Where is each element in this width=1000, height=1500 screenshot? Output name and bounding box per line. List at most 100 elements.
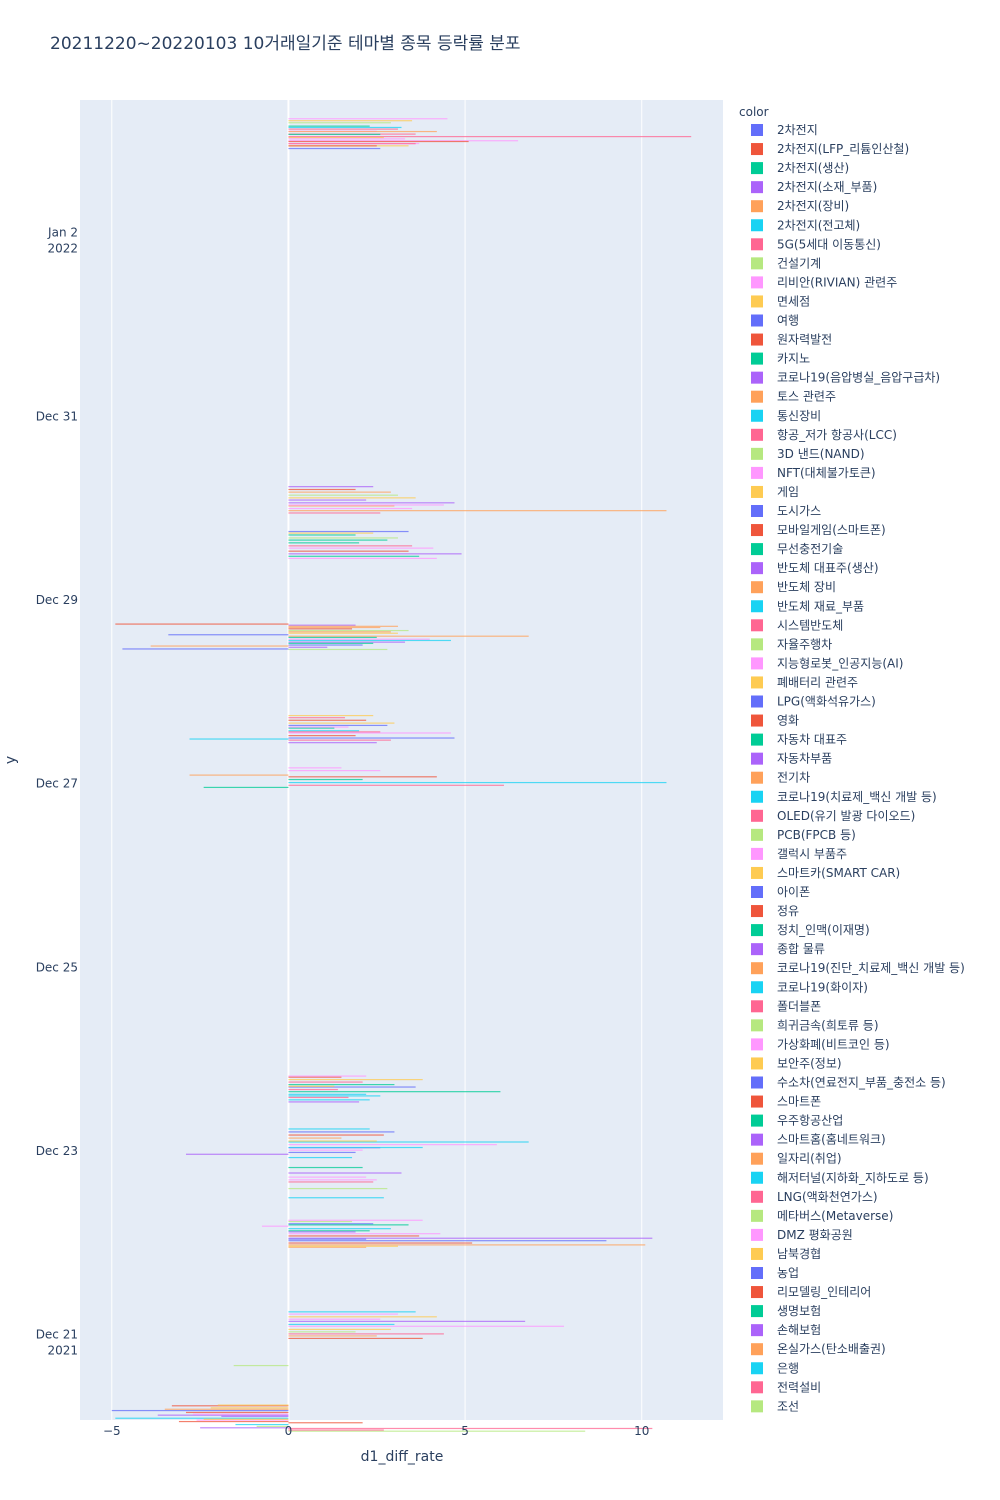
legend-item[interactable]: 가상화폐(비트코인 등) bbox=[751, 1037, 890, 1051]
legend-item[interactable]: 2차전지 bbox=[751, 123, 818, 137]
legend-item[interactable]: 영화 bbox=[751, 714, 799, 728]
legend-item[interactable]: 자율주행차 bbox=[751, 636, 832, 651]
legend-item[interactable]: 종합 물류 bbox=[751, 942, 825, 956]
legend-item[interactable]: 스마트카(SMART CAR) bbox=[751, 866, 900, 880]
legend-label: LPG(액화석유가스) bbox=[777, 695, 876, 709]
legend-item[interactable]: 무선충전기술 bbox=[751, 542, 843, 556]
legend-item[interactable]: 아이폰 bbox=[751, 885, 810, 899]
legend-item[interactable]: 자동차부품 bbox=[751, 752, 832, 766]
legend-swatch bbox=[751, 124, 763, 136]
legend-label: 무선충전기술 bbox=[777, 542, 843, 556]
bar bbox=[288, 1230, 370, 1232]
legend-item[interactable]: 리모델링_인테리어 bbox=[751, 1285, 871, 1299]
legend-swatch bbox=[751, 1381, 763, 1394]
legend-item[interactable]: 항공_저가 항공사(LCC) bbox=[751, 428, 897, 442]
legend-item[interactable]: 갤럭시 부품주 bbox=[751, 847, 847, 861]
legend-item[interactable]: DMZ 평화공원 bbox=[751, 1228, 853, 1242]
y-tick-label: Dec 25 bbox=[36, 960, 78, 974]
legend-item[interactable]: 시스템반도체 bbox=[751, 618, 843, 632]
legend-item[interactable]: PCB(FPCB 등) bbox=[751, 828, 856, 842]
legend[interactable]: 2차전지 2차전지(LFP_리튬인산철) 2차전지(생산) 2차전지(소재_부품) 2차… bbox=[751, 123, 965, 1413]
legend-item[interactable]: 폴더블폰 bbox=[751, 999, 821, 1013]
bar bbox=[288, 497, 416, 499]
bar bbox=[288, 1172, 402, 1174]
legend-swatch bbox=[751, 1305, 763, 1318]
legend-item[interactable]: 2차전지(생산) bbox=[751, 161, 849, 175]
legend-item[interactable]: 스마트홈(홈네트워크) bbox=[751, 1133, 886, 1147]
bar bbox=[111, 1409, 289, 1412]
bar bbox=[288, 1081, 363, 1083]
bars-layer bbox=[111, 118, 692, 1432]
legend-item[interactable]: 수소차(연료전지_부품_충전소 등) bbox=[751, 1076, 946, 1090]
legend-item[interactable]: 2차전지(LFP_리튬인산철) bbox=[751, 142, 909, 156]
legend-item[interactable]: 남북경협 bbox=[751, 1247, 821, 1261]
legend-item[interactable]: 손해보험 bbox=[751, 1323, 821, 1337]
bar bbox=[288, 147, 381, 150]
bar bbox=[221, 1415, 289, 1417]
legend-swatch bbox=[751, 485, 763, 498]
legend-item[interactable]: 코로나19(화이자) bbox=[751, 980, 868, 994]
bar bbox=[217, 1404, 289, 1406]
legend-item[interactable]: 면세점 bbox=[751, 294, 810, 308]
legend-item[interactable]: 스마트폰 bbox=[751, 1095, 821, 1109]
legend-item[interactable]: NFT(대체불가토큰) bbox=[751, 466, 876, 480]
legend-item[interactable]: 여행 bbox=[751, 313, 799, 328]
legend-item[interactable]: 희귀금속(희토류 등) bbox=[751, 1018, 879, 1032]
x-axis-title: d1_diff_rate bbox=[361, 1449, 444, 1465]
legend-item[interactable]: 메타버스(Metaverse) bbox=[751, 1209, 893, 1223]
legend-item[interactable]: 3D 낸드(NAND) bbox=[751, 447, 865, 461]
legend-item[interactable]: OLED(유기 발광 다이오드) bbox=[751, 809, 915, 823]
legend-swatch bbox=[751, 238, 763, 251]
bar bbox=[288, 504, 444, 506]
legend-item[interactable]: 조선 bbox=[751, 1399, 799, 1413]
legend-item[interactable]: 전기차 bbox=[751, 771, 810, 785]
legend-item[interactable]: LPG(액화석유가스) bbox=[751, 695, 876, 709]
legend-item[interactable]: 토스 관련주 bbox=[751, 390, 836, 404]
legend-item[interactable]: 자동차 대표주 bbox=[751, 733, 847, 747]
legend-item[interactable]: 건설기계 bbox=[751, 256, 821, 270]
bar bbox=[288, 126, 402, 129]
legend-item[interactable]: 정치_인맥(이재명) bbox=[751, 923, 870, 937]
legend-item[interactable]: 정유 bbox=[751, 904, 799, 918]
bar bbox=[288, 1134, 384, 1136]
legend-item[interactable]: 지능형로봇_인공지능(AI) bbox=[751, 656, 903, 670]
legend-item[interactable]: 5G(5세대 이동통신) bbox=[751, 237, 881, 251]
legend-item[interactable]: 카지노 bbox=[751, 352, 810, 366]
legend-item[interactable]: 반도체 재료_부품 bbox=[751, 599, 864, 613]
legend-swatch bbox=[751, 600, 763, 613]
legend-item[interactable]: 해저터널(지하화_지하도로 등) bbox=[751, 1171, 929, 1185]
legend-item[interactable]: 원자력발전 bbox=[751, 333, 832, 347]
legend-item[interactable]: 전력설비 bbox=[751, 1380, 821, 1394]
legend-item[interactable]: 폐배터리 관련주 bbox=[751, 675, 858, 689]
legend-item[interactable]: 모바일게임(스마트폰) bbox=[751, 523, 886, 537]
legend-item[interactable]: 2차전지(소재_부품) bbox=[751, 180, 877, 194]
legend-item[interactable]: 게임 bbox=[751, 485, 799, 499]
bar bbox=[288, 486, 374, 488]
legend-item[interactable]: 보안주(정보) bbox=[751, 1056, 842, 1070]
legend-item[interactable]: 리비안(RIVIAN) 관련주 bbox=[751, 275, 897, 289]
legend-item[interactable]: 2차전지(장비) bbox=[751, 199, 849, 213]
legend-item[interactable]: 코로나19(진단_치료제_백신 개발 등) bbox=[751, 961, 965, 975]
bar bbox=[288, 636, 377, 639]
legend-swatch bbox=[751, 162, 763, 175]
legend-item[interactable]: 코로나19(음압병실_음압구급차) bbox=[751, 371, 940, 385]
legend-swatch bbox=[751, 638, 763, 651]
legend-item[interactable]: 생명보험 bbox=[751, 1304, 821, 1318]
legend-item[interactable]: LNG(액화천연가스) bbox=[751, 1189, 878, 1204]
legend-item[interactable]: 코로나19(치료제_백신 개발 등) bbox=[751, 790, 937, 804]
legend-item[interactable]: 온실가스(탄소배출권) bbox=[751, 1342, 886, 1356]
legend-item[interactable]: 반도체 대표주(생산) bbox=[751, 561, 879, 575]
legend-item[interactable]: 일자리(취업) bbox=[751, 1152, 842, 1166]
legend-item[interactable]: 통신장비 bbox=[751, 409, 821, 423]
legend-item[interactable]: 우주항공산업 bbox=[751, 1114, 843, 1128]
legend-item[interactable]: 은행 bbox=[751, 1360, 799, 1375]
legend-item[interactable]: 반도체 장비 bbox=[751, 580, 836, 594]
legend-item[interactable]: 농업 bbox=[751, 1266, 799, 1280]
bar bbox=[288, 642, 374, 644]
y-tick-line: Jan 2 bbox=[47, 226, 78, 240]
legend-item[interactable]: 2차전지(전고체) bbox=[751, 218, 860, 232]
bar bbox=[288, 512, 381, 514]
legend-item[interactable]: 도시가스 bbox=[751, 504, 821, 518]
legend-label: 폐배터리 관련주 bbox=[777, 675, 858, 689]
bar bbox=[288, 547, 434, 549]
